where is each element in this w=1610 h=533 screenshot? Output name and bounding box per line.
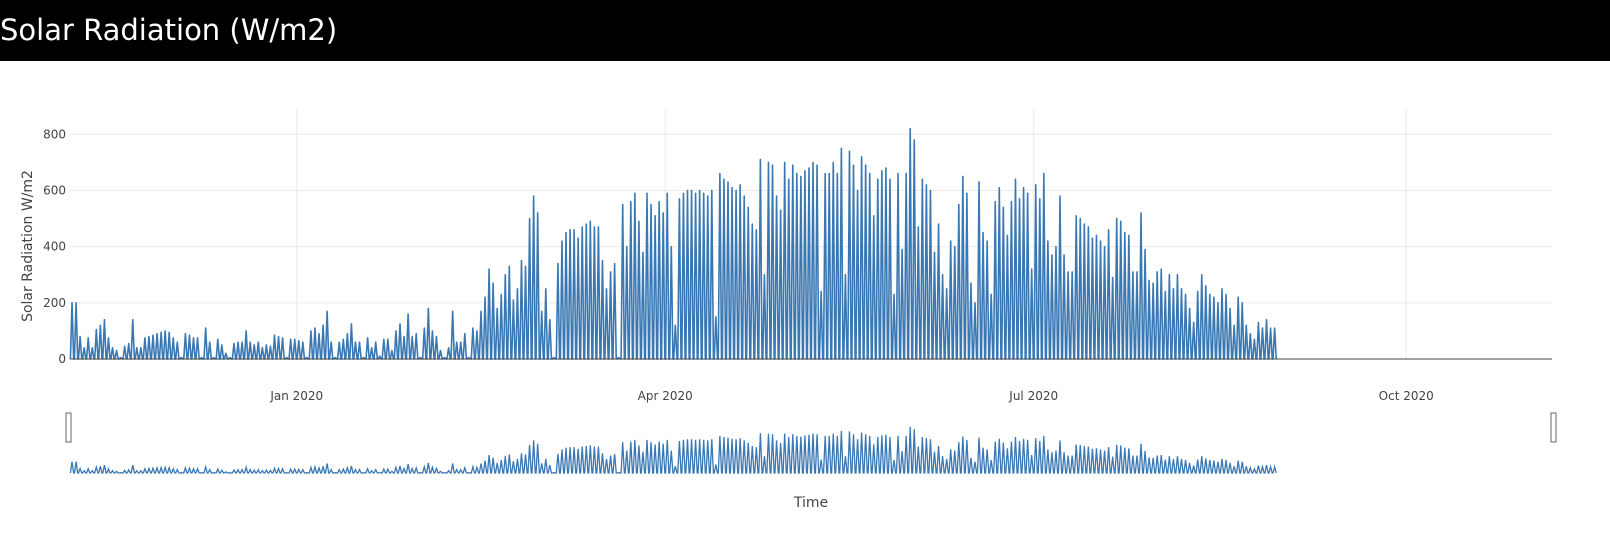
range-slider[interactable] xyxy=(65,412,1557,474)
grid-layer xyxy=(70,109,1552,359)
range-slider-series xyxy=(69,426,1277,474)
x-axis-title: Time xyxy=(793,495,828,511)
y-tick-label: 600 xyxy=(43,183,66,197)
y-tick-label: 800 xyxy=(43,127,66,141)
x-tick-label: Apr 2020 xyxy=(638,389,693,403)
range-slider-right-handle[interactable] xyxy=(1550,412,1557,443)
x-tick-label: Jan 2020 xyxy=(269,389,323,403)
page-header: Solar Radiation (W/m2) xyxy=(0,0,1610,61)
x-tick-label: Jul 2020 xyxy=(1008,389,1058,403)
series-line xyxy=(69,127,1278,360)
tick-layer: 0 200 400 600 800 Jan 2020 Apr 2020 Jul 2020 Oct… xyxy=(43,127,1434,403)
y-tick-label: 0 xyxy=(58,352,66,366)
y-tick-label: 400 xyxy=(43,240,66,254)
main-series-layer xyxy=(69,127,1278,360)
y-axis-title: Solar Radiation W/m2 xyxy=(20,170,36,322)
y-tick-label: 200 xyxy=(43,296,66,310)
x-tick-label: Oct 2020 xyxy=(1379,389,1434,403)
solar-radiation-chart[interactable]: 0 200 400 600 800 Jan 2020 Apr 2020 Jul 2020 Oct… xyxy=(0,61,1610,533)
range-slider-left-handle[interactable] xyxy=(65,412,72,443)
page-title: Solar Radiation (W/m2) xyxy=(0,13,338,47)
